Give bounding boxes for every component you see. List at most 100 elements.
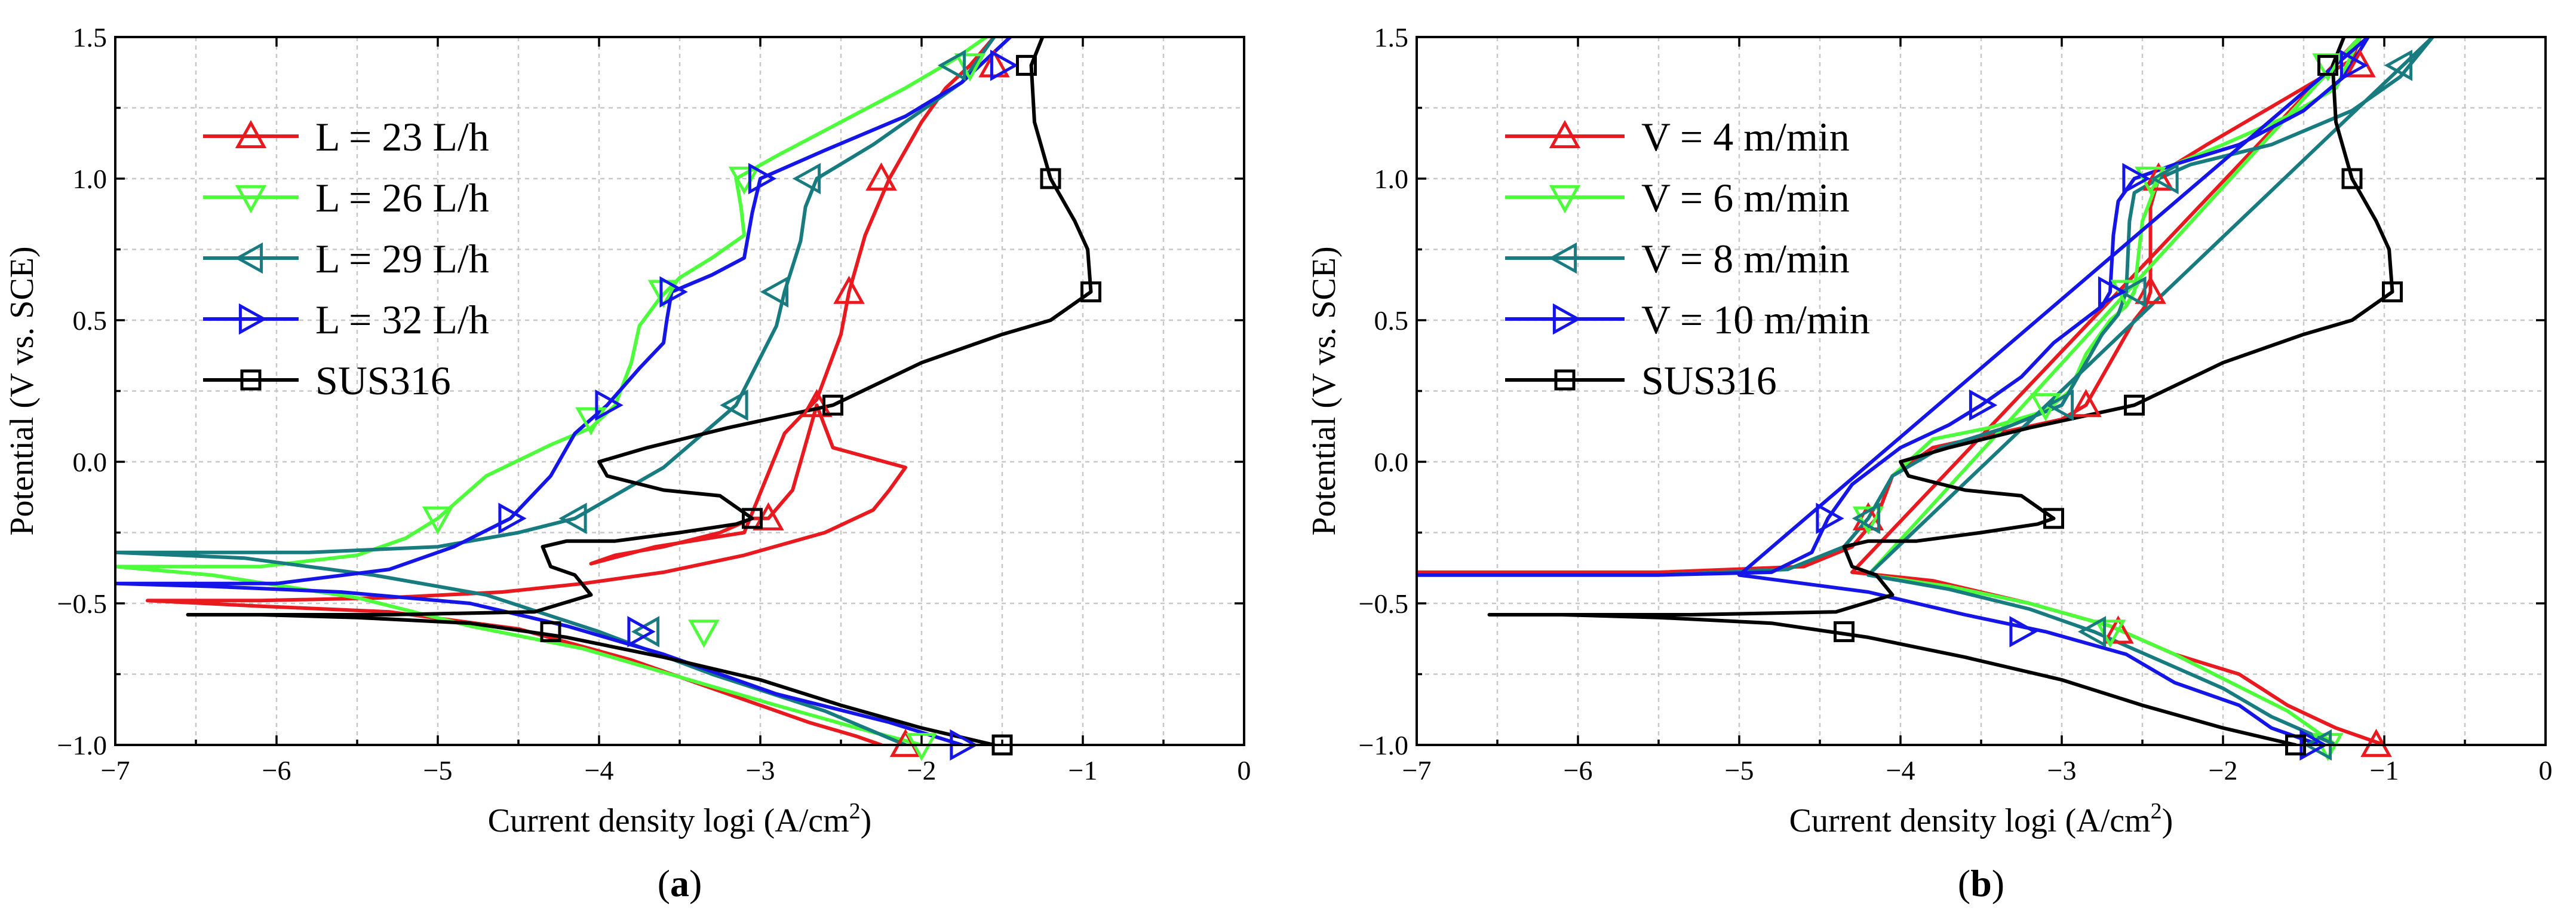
y-tick-label: −1.0 (57, 730, 107, 760)
data-point-marker (748, 162, 777, 195)
y-tick-label: 0.0 (73, 447, 108, 477)
data-point-marker (742, 508, 763, 529)
data-point-marker (2009, 616, 2038, 648)
panel-a-chart: −7 −6 −5 −4 −3 −2 −1 0 −1.0 −0.5 0.0 0.5 1.0 1.5 Curre… (4, 22, 1251, 904)
legend-label: V = 4 m/min (1641, 114, 1850, 160)
data-point-marker (2043, 508, 2064, 529)
x-axis-title-main: Current density logi (A/cm (488, 802, 849, 839)
series-line-2 (115, 37, 996, 745)
legend-label: SUS316 (1641, 358, 1777, 403)
x-tick-label: −2 (907, 755, 937, 786)
legend-label: L = 26 L/h (315, 175, 489, 220)
data-point-marker (688, 619, 720, 648)
series-line-3 (115, 37, 1012, 745)
data-point-marker (659, 276, 688, 308)
plot-area (115, 37, 1093, 745)
x-tick-label: −4 (585, 755, 614, 786)
data-point-marker (2142, 162, 2175, 191)
data-point-marker (937, 50, 966, 81)
legend-label: V = 10 m/min (1641, 297, 1870, 342)
x-tick-label: −6 (1564, 755, 1593, 786)
y-tick-label: −1.0 (1359, 730, 1408, 760)
x-axis-title: Current density logi (A/cm2) (1789, 799, 2173, 839)
data-point-marker (905, 732, 938, 762)
legend-marker (235, 185, 267, 214)
legend-marker (235, 119, 267, 149)
x-axis-title-end: ) (2162, 802, 2173, 839)
data-point-marker (990, 50, 1019, 81)
x-tick-label: −4 (1886, 755, 1915, 786)
legend-marker (1549, 119, 1581, 149)
panel-label-open: ( (1958, 862, 1970, 904)
data-point-marker (833, 275, 865, 304)
panel-label-close: ) (689, 862, 702, 904)
legend-marker (234, 242, 263, 274)
data-point-marker (631, 616, 660, 648)
legend-marker (1552, 303, 1582, 335)
data-point-marker (540, 621, 561, 642)
grid (115, 37, 1244, 745)
data-point-marker (1816, 502, 1844, 535)
panel-label-letter: a (670, 862, 689, 904)
legend-label: V = 6 m/min (1641, 175, 1850, 220)
data-point-marker (822, 394, 843, 416)
data-point-marker (720, 389, 748, 421)
series-line-2 (1417, 37, 2434, 745)
data-point-marker (575, 407, 607, 436)
data-point-marker (1852, 506, 1884, 535)
legend-marker (240, 369, 262, 391)
data-point-marker (2312, 53, 2344, 82)
y-tick-label: 1.0 (73, 164, 108, 194)
data-point-marker (1834, 621, 1855, 642)
x-axis-title-sup: 2 (2151, 799, 2162, 824)
panel-label-open: ( (658, 862, 670, 904)
data-point-marker (2102, 615, 2134, 644)
legend-marker (1554, 369, 1576, 391)
x-tick-label: −3 (746, 755, 775, 786)
panel-label: (b) (1958, 862, 2004, 904)
data-point-marker (1080, 281, 1101, 303)
panel-b-chart: −7 −6 −5 −4 −3 −2 −1 0 −1.0 −0.5 0.0 0.5 1.0 1.5 Curre… (1306, 22, 2553, 904)
data-point-marker (2098, 276, 2127, 308)
data-point-marker (865, 162, 897, 191)
x-tick-label: −2 (2209, 755, 2238, 786)
data-point-marker (2341, 168, 2363, 189)
legend-marker (1549, 185, 1581, 214)
data-point-marker (498, 502, 527, 535)
legend-label: L = 23 L/h (315, 114, 489, 160)
data-point-marker (2384, 50, 2413, 81)
grid (1417, 37, 2546, 745)
series-line-0 (146, 37, 996, 745)
x-tick-label: −1 (1069, 755, 1098, 786)
y-tick-label: 1.5 (73, 22, 108, 53)
data-point-marker (2118, 276, 2147, 308)
data-point-marker (1852, 502, 1881, 535)
legend-marker (238, 303, 268, 335)
y-tick-label: −0.5 (57, 588, 107, 619)
legend: L = 23 L/h L = 26 L/h L = 29 L/h L = 32 L/h… (203, 114, 489, 403)
series-line-1 (115, 37, 988, 745)
data-point-marker (627, 616, 656, 648)
data-point-marker (2045, 389, 2074, 421)
y-tick-label: 0.5 (73, 305, 108, 336)
y-tick-label: 0.5 (1374, 305, 1409, 336)
x-tick-label: −5 (423, 755, 453, 786)
legend-label: SUS316 (315, 358, 451, 403)
y-axis-title: Potential (V vs. SCE) (1306, 246, 1343, 535)
legend-label: L = 32 L/h (315, 297, 489, 342)
y-tick-label: 1.5 (1374, 22, 1409, 53)
panel-label-letter: b (1970, 862, 1992, 904)
x-tick-label: 0 (1238, 755, 1251, 786)
x-tick-label: −1 (2370, 755, 2399, 786)
x-tick-label: 0 (2539, 755, 2553, 786)
data-point-marker (1016, 54, 1037, 76)
data-point-marker (760, 276, 789, 308)
legend-marker (1548, 242, 1577, 274)
data-point-marker (792, 162, 821, 195)
legend: V = 4 m/min V = 6 m/min V = 8 m/min V = 10 … (1505, 114, 1870, 403)
legend-label: L = 29 L/h (315, 236, 489, 281)
x-axis-title: Current density logi (A/cm2) (488, 799, 872, 839)
data-point-marker (2382, 281, 2403, 303)
data-point-marker (2344, 49, 2376, 78)
legend-label: V = 8 m/min (1641, 236, 1850, 281)
